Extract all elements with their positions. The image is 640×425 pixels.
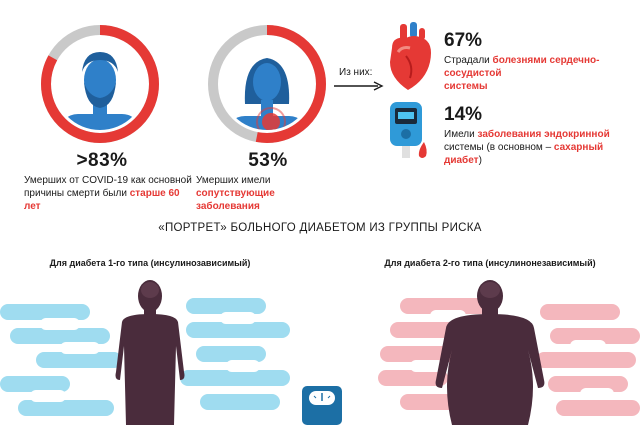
endocrine-stat-value: 14% [444,104,483,125]
male-caption-highlight: старше 60 лет [24,188,180,212]
male-caption-line-1: Умерших от COVID-19 как основной [24,175,192,186]
heart-icon [390,22,431,90]
endocrine-caption-highlight-1: заболевания эндокринной [477,129,610,140]
female-stat-value: 53% [248,150,288,171]
endocrine-caption-plain: Имели [444,129,478,140]
female-caption-highlight-2: заболевания [196,201,260,212]
male-caption-line-2: причины смерти были старше 60 лет [24,187,194,213]
blue-cloud-pattern [0,298,290,416]
section-title: «ПОРТРЕТ» БОЛЬНОГО ДИАБЕТОМ ИЗ ГРУППЫ РИ… [158,222,482,234]
endocrine-caption-highlight-2: сахарный диабет [444,142,604,166]
female-caption-line-1: Умерших имели сопутствующие [196,174,346,200]
arrow-right-icon [334,81,384,91]
female-stat-caption: Умерших имели сопутствующие заболевания [196,174,346,213]
heart-caption-highlight-1: болезнями сердечно-сосудистой [444,55,600,79]
female-caption-plain: Умерших имели [196,175,271,186]
type1-silhouette [115,280,185,425]
female-caption-highlight-1: сопутствующие [196,188,275,199]
male-avatar-icon [58,52,142,130]
male-caption-plain: причины смерти были [24,188,130,199]
endocrine-caption-plain-2: системы (в основном – [444,142,554,153]
heart-stat-caption: Страдали болезнями сердечно-сосудистой с… [444,54,634,93]
type1-label: Для диабета 1-го типа (инсулинозависимый… [49,258,251,268]
endocrine-stat-caption: Имели заболевания эндокринной системы (в… [444,128,640,167]
endocrine-caption-line-1: Имели заболевания эндокринной [444,128,640,141]
heart-caption-plain: Страдали [444,55,493,66]
female-avatar-ring [208,25,326,143]
heart-caption-line-1: Страдали болезнями сердечно-сосудистой [444,54,634,80]
glucometer-icon [390,102,427,158]
heart-stat-value: 67% [444,30,483,51]
scale-icon [302,386,342,425]
type2-label: Для диабета 2-го типа (инсулинонезависим… [384,258,596,268]
male-avatar-ring [41,25,159,143]
heart-caption-highlight-2: системы [444,81,488,92]
from-them-label: Из них: [339,67,373,78]
endocrine-caption-line-2: системы (в основном – сахарный диабет) [444,141,640,167]
type2-silhouette [435,280,545,425]
male-stat-caption: Умерших от COVID-19 как основной причины… [24,174,194,213]
endocrine-caption-plain-3: ) [478,155,482,166]
male-stat-value: >83% [76,150,128,171]
